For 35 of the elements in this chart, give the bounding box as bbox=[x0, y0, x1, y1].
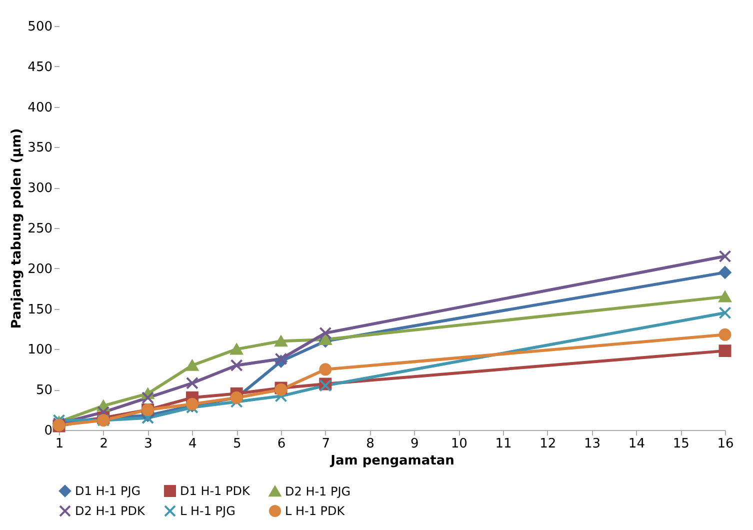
x-tick-label: 7 bbox=[322, 436, 330, 452]
y-tick-label: 350 bbox=[28, 140, 52, 156]
x-tick-label: 8 bbox=[366, 436, 374, 452]
x-tick-label: 16 bbox=[717, 436, 734, 452]
x-tick-label: 15 bbox=[672, 436, 690, 452]
legend-label: D1 H-1 PJG bbox=[75, 484, 141, 498]
x-axis-title: Jam pengamatan bbox=[330, 454, 454, 468]
x-tick-label: 2 bbox=[100, 436, 108, 452]
y-tick-label: 150 bbox=[28, 302, 52, 318]
legend-label: L H-1 PDK bbox=[285, 504, 346, 518]
y-tick-label: 300 bbox=[28, 181, 52, 196]
y-tick-label: 250 bbox=[28, 222, 52, 236]
x-tick-label: 6 bbox=[277, 436, 286, 452]
x-tick-label: 3 bbox=[144, 436, 152, 452]
legend-label: L H-1 PJG bbox=[180, 504, 236, 518]
x-tick-label: 14 bbox=[628, 436, 645, 452]
y-tick-label: 50 bbox=[36, 383, 52, 398]
x-tick-label: 13 bbox=[584, 436, 601, 452]
legend-label: D2 H-1 PDK bbox=[75, 504, 146, 518]
legend-label: D1 H-1 PDK bbox=[180, 484, 251, 498]
x-tick-label: 1 bbox=[55, 436, 64, 452]
x-tick-label: 9 bbox=[410, 436, 419, 452]
legend-label: D2 H-1 PJG bbox=[285, 484, 351, 498]
x-tick-label: 12 bbox=[540, 436, 556, 452]
y-axis-title: Panjang tabung polen (µm) bbox=[10, 128, 25, 329]
y-tick-label: 500 bbox=[28, 20, 52, 34]
y-tick-label: 200 bbox=[28, 262, 52, 277]
x-tick-label: 5 bbox=[232, 436, 242, 452]
y-tick-label: 450 bbox=[28, 60, 52, 75]
y-tick-label: 0 bbox=[44, 424, 52, 438]
y-tick-label: 100 bbox=[28, 342, 52, 358]
y-tick-label: 400 bbox=[28, 100, 52, 116]
x-tick-label: 10 bbox=[450, 436, 468, 452]
x-tick-label: 4 bbox=[188, 436, 197, 452]
x-tick-label: 11 bbox=[495, 436, 512, 452]
